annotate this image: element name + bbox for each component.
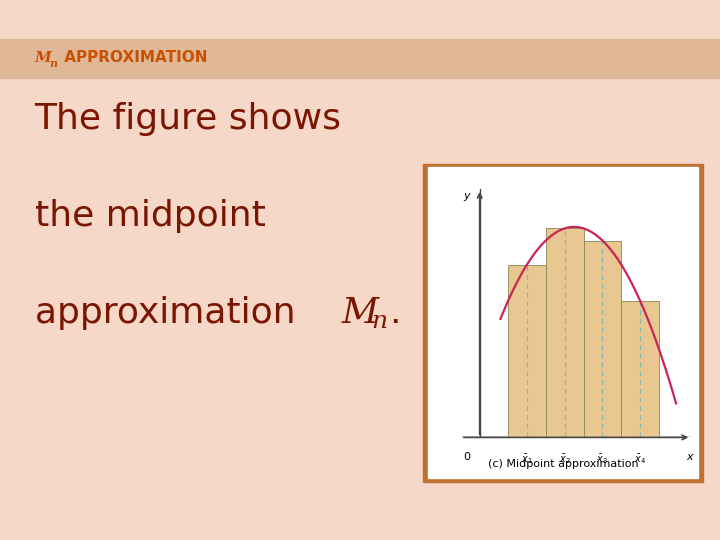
Text: 0: 0 xyxy=(463,452,470,462)
Text: (c) Midpoint approximation: (c) Midpoint approximation xyxy=(488,460,639,469)
Text: $\bar{x}_1$: $\bar{x}_1$ xyxy=(521,452,533,466)
Text: The figure shows: The figure shows xyxy=(35,102,341,136)
Bar xyxy=(621,301,659,437)
Text: approximation: approximation xyxy=(35,296,307,330)
Text: $\bar{x}_2$: $\bar{x}_2$ xyxy=(559,452,570,466)
Text: the midpoint: the midpoint xyxy=(35,199,266,233)
Bar xyxy=(583,240,621,437)
Text: M: M xyxy=(342,296,379,330)
Text: x: x xyxy=(686,452,693,462)
Text: y: y xyxy=(463,191,469,201)
Bar xyxy=(508,265,546,437)
Bar xyxy=(546,228,583,437)
Text: $\bar{x}_4$: $\bar{x}_4$ xyxy=(634,452,647,466)
Text: APPROXIMATION: APPROXIMATION xyxy=(59,50,207,65)
Bar xyxy=(0,39,720,78)
Bar xyxy=(428,167,698,478)
Bar xyxy=(423,164,703,482)
Text: n: n xyxy=(371,310,387,333)
Text: .: . xyxy=(389,296,400,330)
Text: M: M xyxy=(35,51,51,65)
Text: n: n xyxy=(49,58,57,69)
Text: $\bar{x}_3$: $\bar{x}_3$ xyxy=(596,452,608,466)
